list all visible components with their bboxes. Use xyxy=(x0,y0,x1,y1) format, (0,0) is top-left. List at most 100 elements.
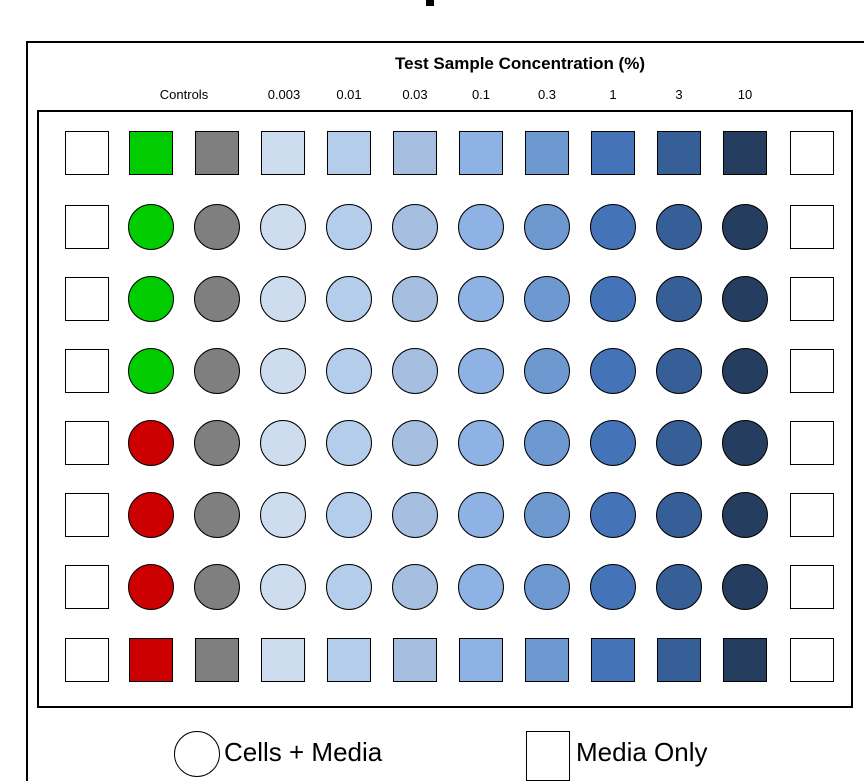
well-conc-0-01 xyxy=(326,348,372,394)
well-conc-3 xyxy=(657,638,701,682)
well-conc-10 xyxy=(722,564,768,610)
well-conc-0-003 xyxy=(260,420,306,466)
well-conc-0-03 xyxy=(392,564,438,610)
well-conc-0-01 xyxy=(326,564,372,610)
well-negative-control xyxy=(128,420,174,466)
column-label-7: 3 xyxy=(675,87,683,102)
well-conc-3 xyxy=(657,131,701,175)
well-conc-10 xyxy=(722,204,768,250)
column-label-8: 10 xyxy=(737,87,753,102)
well-vehicle-control xyxy=(195,638,239,682)
well-conc-0-003 xyxy=(261,131,305,175)
well-conc-0-003 xyxy=(260,492,306,538)
well-conc-0-01 xyxy=(326,276,372,322)
well-conc-0-3 xyxy=(524,564,570,610)
well-conc-0-1 xyxy=(458,564,504,610)
well-negative-control xyxy=(128,564,174,610)
well-conc-0-003 xyxy=(260,564,306,610)
well-positive-control xyxy=(128,276,174,322)
well-vehicle-control xyxy=(194,276,240,322)
column-label-5: 0.3 xyxy=(537,87,557,102)
well-conc-0-01 xyxy=(327,131,371,175)
well-media-only xyxy=(65,277,109,321)
well-conc-10 xyxy=(722,492,768,538)
well-conc-0-1 xyxy=(458,348,504,394)
well-conc-0-01 xyxy=(326,492,372,538)
well-conc-1 xyxy=(590,204,636,250)
well-conc-1 xyxy=(591,131,635,175)
column-label-2: 0.01 xyxy=(336,87,362,102)
well-vehicle-control xyxy=(195,131,239,175)
well-conc-0-003 xyxy=(261,638,305,682)
well-conc-0-03 xyxy=(392,492,438,538)
well-conc-0-3 xyxy=(524,492,570,538)
legend-media-only-label: Media Only xyxy=(576,737,708,767)
well-conc-3 xyxy=(656,348,702,394)
well-conc-3 xyxy=(656,204,702,250)
well-media-only xyxy=(65,638,109,682)
column-label-3: 0.03 xyxy=(402,87,428,102)
well-positive-control xyxy=(128,204,174,250)
well-negative-control xyxy=(129,638,173,682)
well-media-only xyxy=(65,349,109,393)
well-media-only xyxy=(65,421,109,465)
top-edge-mark xyxy=(426,0,434,6)
well-media-only xyxy=(790,421,834,465)
well-conc-1 xyxy=(590,348,636,394)
well-media-only xyxy=(790,565,834,609)
well-plate xyxy=(37,110,853,708)
well-conc-0-003 xyxy=(260,348,306,394)
column-label-4: 0.1 xyxy=(471,87,491,102)
well-media-only xyxy=(790,277,834,321)
legend-cells-media-label: Cells + Media xyxy=(224,737,383,767)
well-conc-10 xyxy=(723,638,767,682)
well-conc-3 xyxy=(656,492,702,538)
well-vehicle-control xyxy=(194,204,240,250)
well-media-only xyxy=(65,205,109,249)
well-conc-0-03 xyxy=(392,348,438,394)
well-conc-0-03 xyxy=(393,131,437,175)
well-conc-3 xyxy=(656,420,702,466)
well-conc-10 xyxy=(723,131,767,175)
well-conc-0-01 xyxy=(326,204,372,250)
well-conc-3 xyxy=(656,564,702,610)
figure-frame xyxy=(26,41,864,781)
well-conc-1 xyxy=(590,420,636,466)
well-media-only xyxy=(790,131,834,175)
well-vehicle-control xyxy=(194,492,240,538)
well-conc-0-3 xyxy=(524,276,570,322)
well-media-only xyxy=(65,493,109,537)
well-conc-0-1 xyxy=(459,638,503,682)
well-media-only xyxy=(790,205,834,249)
well-conc-0-1 xyxy=(459,131,503,175)
well-conc-0-1 xyxy=(458,204,504,250)
well-conc-0-3 xyxy=(525,638,569,682)
well-conc-1 xyxy=(590,492,636,538)
well-conc-10 xyxy=(722,348,768,394)
column-label-6: 1 xyxy=(609,87,617,102)
well-conc-0-3 xyxy=(524,348,570,394)
well-media-only xyxy=(790,638,834,682)
well-conc-0-03 xyxy=(393,638,437,682)
well-conc-0-03 xyxy=(392,204,438,250)
column-label-0: Controls xyxy=(159,87,209,102)
circle-icon xyxy=(174,731,220,777)
well-conc-0-03 xyxy=(392,276,438,322)
well-conc-0-01 xyxy=(326,420,372,466)
well-conc-1 xyxy=(590,564,636,610)
well-media-only xyxy=(790,493,834,537)
well-vehicle-control xyxy=(194,420,240,466)
well-conc-0-03 xyxy=(392,420,438,466)
well-vehicle-control xyxy=(194,348,240,394)
well-conc-0-003 xyxy=(260,204,306,250)
well-conc-0-01 xyxy=(327,638,371,682)
well-vehicle-control xyxy=(194,564,240,610)
well-media-only xyxy=(65,565,109,609)
well-media-only xyxy=(65,131,109,175)
well-conc-10 xyxy=(722,420,768,466)
well-conc-0-3 xyxy=(524,420,570,466)
well-positive-control xyxy=(129,131,173,175)
well-media-only xyxy=(790,349,834,393)
well-conc-0-3 xyxy=(524,204,570,250)
well-conc-1 xyxy=(591,638,635,682)
